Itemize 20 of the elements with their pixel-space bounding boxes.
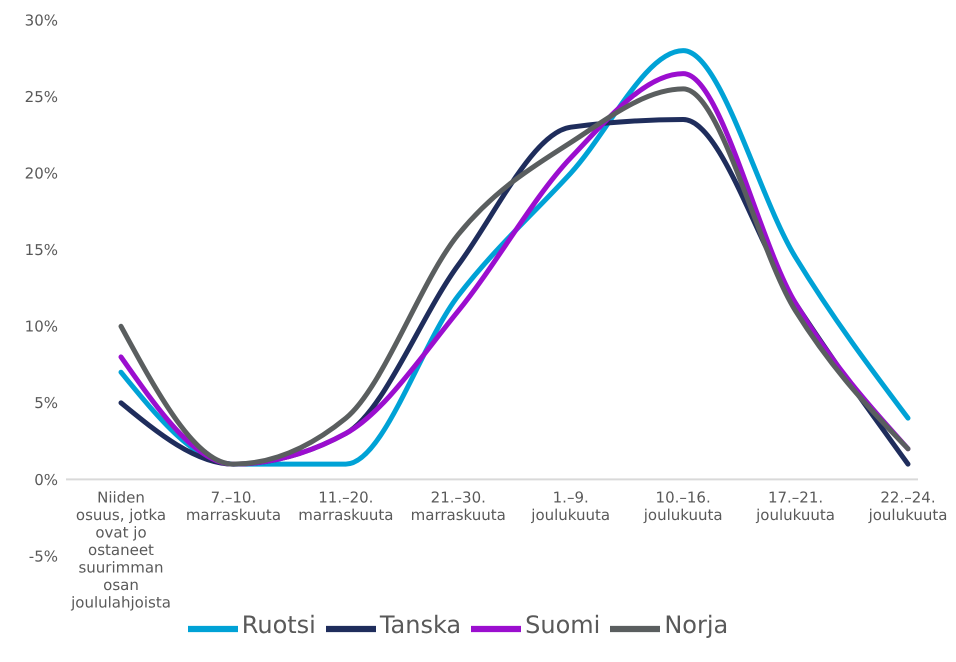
x-tick-label: 21.–30. marraskuuta bbox=[410, 488, 506, 524]
x-tick-label: 22.–24. joulukuuta bbox=[868, 488, 948, 524]
x-tick-label: 11.–20. marraskuuta bbox=[298, 488, 394, 524]
x-tick-label: 10.–16. joulukuuta bbox=[642, 488, 723, 524]
y-tick-label: 15% bbox=[24, 241, 58, 260]
x-tick-label: 17.–21. joulukuuta bbox=[755, 488, 835, 524]
x-tick-label: 1.–9. joulukuuta bbox=[530, 488, 610, 524]
y-tick-label: -5% bbox=[28, 547, 58, 566]
y-tick-label: 0% bbox=[34, 470, 58, 489]
legend-label: Tanska bbox=[380, 611, 462, 640]
legend-label: Ruotsi bbox=[242, 611, 316, 640]
y-tick-label: 30% bbox=[24, 11, 58, 30]
y-tick-label: 20% bbox=[24, 164, 58, 182]
x-tick-label: Niiden osuus, jotka ovat jo ostaneet suurimman osan joululahjoista bbox=[70, 488, 171, 612]
y-tick-label: 10% bbox=[24, 318, 58, 336]
y-tick-label: 25% bbox=[24, 88, 58, 106]
legend-label: Norja bbox=[664, 611, 728, 640]
y-tick-label: 5% bbox=[34, 394, 58, 412]
legend-label: Suomi bbox=[525, 611, 600, 640]
x-tick-label: 7.–10. marraskuuta bbox=[186, 488, 282, 524]
